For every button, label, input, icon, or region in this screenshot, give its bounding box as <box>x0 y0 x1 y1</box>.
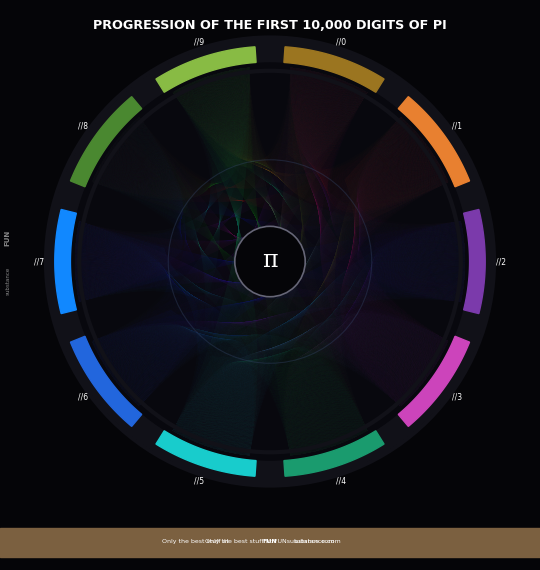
Text: FUN: FUN <box>262 539 277 544</box>
Text: PROGRESSION OF THE FIRST 10,000 DIGITS OF PI: PROGRESSION OF THE FIRST 10,000 DIGITS O… <box>93 19 447 32</box>
Polygon shape <box>70 336 141 426</box>
Text: //6: //6 <box>78 393 88 402</box>
Polygon shape <box>399 336 470 426</box>
Text: //2: //2 <box>496 257 506 266</box>
Text: substance: substance <box>5 267 10 295</box>
Text: //3: //3 <box>452 393 462 402</box>
Text: Only the best stuff at: Only the best stuff at <box>162 539 231 544</box>
Text: π: π <box>262 249 278 272</box>
Polygon shape <box>399 97 470 187</box>
Text: //8: //8 <box>78 121 88 131</box>
Polygon shape <box>464 209 485 314</box>
Polygon shape <box>284 47 384 92</box>
Polygon shape <box>156 47 256 92</box>
Text: //1: //1 <box>452 121 462 131</box>
Polygon shape <box>284 431 384 476</box>
Polygon shape <box>156 431 256 476</box>
Circle shape <box>235 226 305 297</box>
Circle shape <box>47 39 493 484</box>
Text: //0: //0 <box>336 38 346 46</box>
Polygon shape <box>70 97 141 187</box>
Polygon shape <box>55 209 76 314</box>
Text: //5: //5 <box>194 477 204 486</box>
Text: //4: //4 <box>336 477 346 486</box>
Text: substance.com: substance.com <box>293 539 341 544</box>
Text: FUN: FUN <box>5 230 11 246</box>
Bar <box>0 528 540 557</box>
Text: Only the best stuff at FUNsubstance.com: Only the best stuff at FUNsubstance.com <box>205 539 335 544</box>
Circle shape <box>71 63 469 460</box>
Text: //9: //9 <box>194 38 204 46</box>
Text: //7: //7 <box>34 257 44 266</box>
